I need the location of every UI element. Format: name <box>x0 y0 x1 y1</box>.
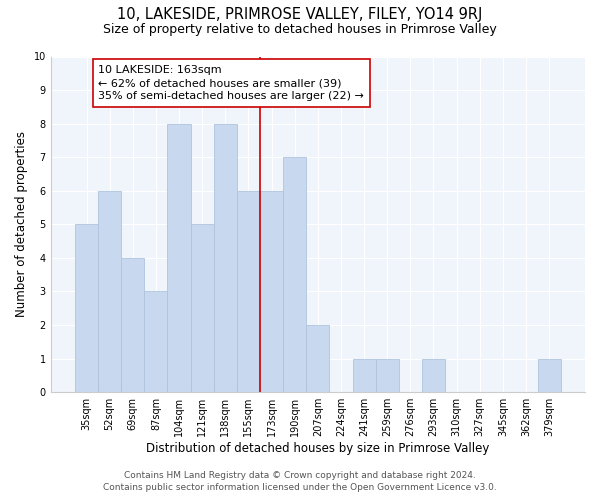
Bar <box>214 124 237 392</box>
Bar <box>376 358 399 392</box>
Bar <box>306 325 329 392</box>
Bar <box>260 191 283 392</box>
Text: 10, LAKESIDE, PRIMROSE VALLEY, FILEY, YO14 9RJ: 10, LAKESIDE, PRIMROSE VALLEY, FILEY, YO… <box>118 8 482 22</box>
Bar <box>353 358 376 392</box>
Bar <box>237 191 260 392</box>
Bar <box>98 191 121 392</box>
Text: 10 LAKESIDE: 163sqm
← 62% of detached houses are smaller (39)
35% of semi-detach: 10 LAKESIDE: 163sqm ← 62% of detached ho… <box>98 65 364 102</box>
Text: Contains HM Land Registry data © Crown copyright and database right 2024.
Contai: Contains HM Land Registry data © Crown c… <box>103 471 497 492</box>
Y-axis label: Number of detached properties: Number of detached properties <box>15 132 28 318</box>
Bar <box>121 258 145 392</box>
Bar <box>538 358 561 392</box>
Bar <box>283 157 306 392</box>
Bar <box>422 358 445 392</box>
Bar <box>75 224 98 392</box>
Bar <box>191 224 214 392</box>
Bar <box>167 124 191 392</box>
Bar <box>145 292 167 392</box>
X-axis label: Distribution of detached houses by size in Primrose Valley: Distribution of detached houses by size … <box>146 442 490 455</box>
Text: Size of property relative to detached houses in Primrose Valley: Size of property relative to detached ho… <box>103 22 497 36</box>
